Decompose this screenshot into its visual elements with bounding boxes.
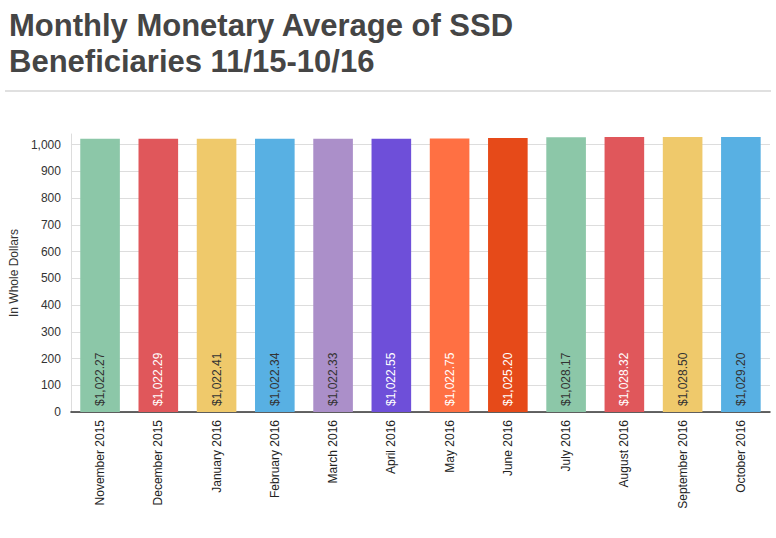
svg-text:June 2016: June 2016	[501, 420, 515, 476]
svg-text:$1,028.17: $1,028.17	[559, 352, 573, 406]
svg-text:October 2016: October 2016	[734, 420, 748, 493]
svg-text:$1,022.55: $1,022.55	[384, 352, 398, 406]
svg-text:Beneficiaries 11/15-10/16: Beneficiaries 11/15-10/16	[9, 44, 374, 79]
svg-text:$1,022.29: $1,022.29	[151, 352, 165, 406]
svg-text:200: 200	[41, 352, 61, 366]
svg-text:$1,022.33: $1,022.33	[326, 352, 340, 406]
svg-text:100: 100	[41, 378, 61, 392]
svg-text:July 2016: July 2016	[559, 420, 573, 472]
svg-text:500: 500	[41, 271, 61, 285]
svg-text:September 2016: September 2016	[676, 420, 690, 509]
svg-text:April 2016: April 2016	[384, 420, 398, 474]
svg-text:$1,028.50: $1,028.50	[676, 352, 690, 406]
svg-text:August 2016: August 2016	[617, 420, 631, 488]
svg-text:$1,022.75: $1,022.75	[443, 352, 457, 406]
svg-text:900: 900	[41, 164, 61, 178]
svg-text:400: 400	[41, 298, 61, 312]
svg-text:May 2016: May 2016	[443, 420, 457, 473]
svg-text:0: 0	[54, 405, 61, 419]
svg-text:Monthly Monetary Average of SS: Monthly Monetary Average of SSD	[9, 8, 513, 43]
svg-text:$1,028.32: $1,028.32	[617, 352, 631, 406]
svg-text:February 2016: February 2016	[268, 420, 282, 498]
svg-text:$1,025.20: $1,025.20	[501, 352, 515, 406]
svg-text:300: 300	[41, 325, 61, 339]
svg-text:800: 800	[41, 191, 61, 205]
svg-text:1,000: 1,000	[31, 138, 61, 152]
svg-text:700: 700	[41, 218, 61, 232]
svg-text:$1,022.34: $1,022.34	[268, 352, 282, 406]
svg-text:January 2016: January 2016	[210, 420, 224, 493]
svg-text:March 2016: March 2016	[326, 420, 340, 484]
svg-text:$1,029.20: $1,029.20	[734, 352, 748, 406]
svg-text:$1,022.41: $1,022.41	[210, 352, 224, 406]
svg-text:$1,022.27: $1,022.27	[93, 352, 107, 406]
svg-text:November 2015: November 2015	[93, 420, 107, 506]
svg-text:In Whole Dollars: In Whole Dollars	[7, 229, 21, 317]
svg-text:600: 600	[41, 245, 61, 259]
svg-text:December 2015: December 2015	[151, 420, 165, 506]
